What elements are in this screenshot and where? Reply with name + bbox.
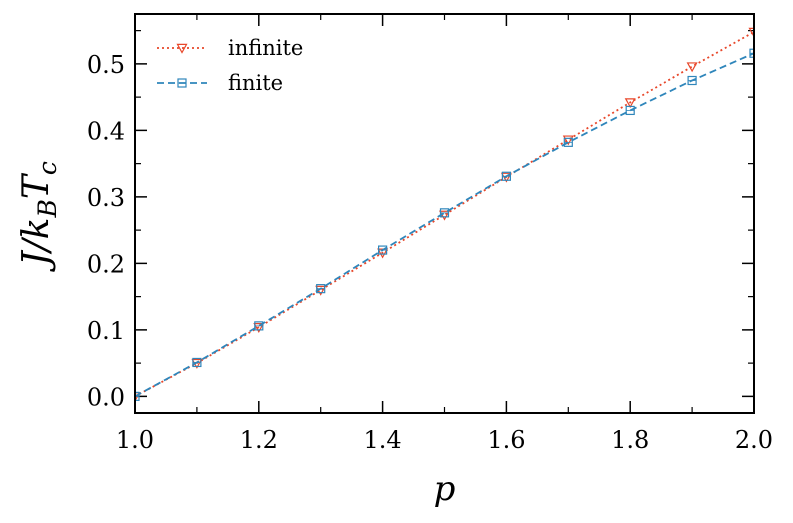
x-axis-label: p: [434, 469, 456, 509]
y-tick-label: 0.5: [87, 51, 125, 79]
y-tick-label: 0.2: [87, 250, 125, 278]
legend-label-infinite: infinite: [228, 36, 303, 60]
x-tick-label: 1.0: [116, 426, 154, 454]
legend-label-finite: finite: [228, 71, 283, 95]
tick-labels: 1.0 1.2 1.4 1.6 1.8 2.0 0.0 0.1 0.2 0.3 0.4 0.5: [87, 51, 773, 454]
legend-entry-infinite: infinite: [157, 36, 303, 60]
y-label-main: J/k: [16, 218, 57, 273]
x-tick-label: 1.8: [611, 426, 649, 454]
y-label-sub-c: c: [33, 161, 62, 175]
x-tick-label: 2.0: [735, 426, 773, 454]
legend-entry-finite: finite: [157, 71, 283, 95]
legend: infinite finite: [157, 36, 303, 95]
series-layer: [135, 27, 754, 403]
data-point-infinite: [135, 392, 141, 403]
x-tick-label: 1.4: [364, 426, 402, 454]
y-tick-label: 0.1: [87, 317, 125, 345]
legend-marker-infinite: [176, 43, 188, 54]
y-axis-label: J/kBTc: [16, 161, 62, 273]
x-tick-label: 1.6: [487, 426, 525, 454]
x-tick-label: 1.2: [240, 426, 278, 454]
data-point-infinite: [748, 27, 754, 38]
y-tick-label: 0.4: [87, 117, 125, 145]
data-point-infinite: [562, 135, 574, 146]
y-tick-label: 0.0: [87, 383, 125, 411]
data-point-infinite: [686, 62, 698, 73]
data-point-infinite: [624, 98, 636, 109]
y-label-sub-b: B: [33, 199, 62, 218]
plot-frame: [134, 13, 755, 414]
data-point-infinite: [253, 323, 265, 333]
series-line-finite: [135, 52, 754, 398]
y-label-t: T: [16, 172, 57, 199]
series-finite: [135, 48, 754, 401]
data-point-infinite: [438, 210, 451, 221]
y-tick-label: 0.3: [87, 184, 125, 212]
